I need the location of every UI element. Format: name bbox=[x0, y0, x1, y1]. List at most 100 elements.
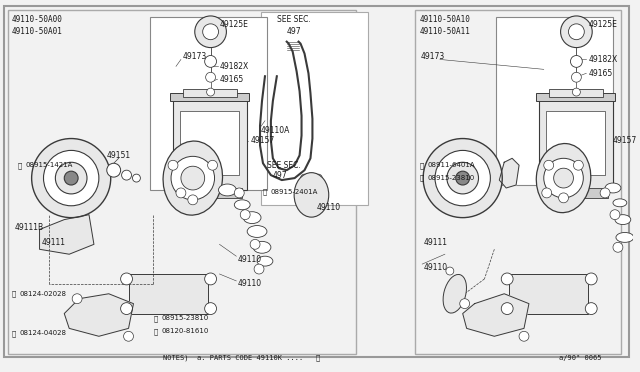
Circle shape bbox=[447, 162, 479, 194]
Circle shape bbox=[600, 188, 610, 198]
Text: 49110-50A10: 49110-50A10 bbox=[419, 15, 470, 25]
Circle shape bbox=[568, 24, 584, 40]
Text: 49165: 49165 bbox=[220, 75, 244, 84]
Circle shape bbox=[205, 273, 216, 285]
Text: 49110: 49110 bbox=[237, 279, 261, 288]
Text: 49173: 49173 bbox=[183, 52, 207, 61]
Text: 49125E: 49125E bbox=[588, 20, 617, 29]
Circle shape bbox=[314, 174, 323, 182]
Circle shape bbox=[205, 72, 216, 82]
Text: Ⓑ: Ⓑ bbox=[12, 291, 16, 297]
Text: Ⓝ: Ⓝ bbox=[419, 162, 424, 169]
Text: Ⓥ: Ⓥ bbox=[18, 162, 22, 169]
Ellipse shape bbox=[605, 183, 621, 193]
Text: SEE SEC.: SEE SEC. bbox=[277, 15, 310, 25]
Circle shape bbox=[207, 160, 218, 170]
Circle shape bbox=[124, 331, 134, 341]
Text: 49151: 49151 bbox=[107, 151, 131, 160]
Ellipse shape bbox=[294, 173, 329, 217]
Text: 08915-23810: 08915-23810 bbox=[161, 315, 209, 321]
Bar bbox=[261, 12, 368, 205]
Bar bbox=[496, 17, 613, 185]
Text: 49173: 49173 bbox=[420, 52, 444, 61]
Circle shape bbox=[207, 88, 214, 96]
Circle shape bbox=[519, 331, 529, 341]
Text: ⓜ: ⓜ bbox=[419, 175, 424, 182]
Text: 08915-23810: 08915-23810 bbox=[427, 175, 474, 181]
Bar bbox=[178, 188, 242, 198]
Bar bbox=[8, 10, 356, 354]
Circle shape bbox=[107, 163, 120, 177]
Circle shape bbox=[613, 242, 623, 252]
Text: 08124-04028: 08124-04028 bbox=[20, 330, 67, 336]
Text: 49110: 49110 bbox=[316, 203, 340, 212]
Bar bbox=[546, 111, 605, 175]
Text: ⓜ: ⓜ bbox=[263, 189, 268, 195]
Circle shape bbox=[301, 185, 321, 205]
Text: 08120-81610: 08120-81610 bbox=[161, 328, 209, 334]
Circle shape bbox=[572, 88, 580, 96]
Circle shape bbox=[544, 158, 583, 198]
Circle shape bbox=[460, 299, 470, 309]
Circle shape bbox=[181, 166, 205, 190]
Text: 08911-6401A: 08911-6401A bbox=[427, 162, 475, 168]
Circle shape bbox=[559, 193, 568, 203]
Bar bbox=[509, 274, 588, 314]
Circle shape bbox=[205, 303, 216, 315]
Text: 49110-50A01: 49110-50A01 bbox=[12, 27, 63, 36]
Circle shape bbox=[501, 273, 513, 285]
Circle shape bbox=[44, 150, 99, 206]
Circle shape bbox=[122, 170, 131, 180]
Bar bbox=[536, 93, 615, 101]
Circle shape bbox=[176, 188, 186, 198]
Bar bbox=[180, 111, 239, 175]
Text: 49111: 49111 bbox=[423, 238, 447, 247]
Text: Ⓑ: Ⓑ bbox=[153, 328, 157, 335]
Text: 49110A: 49110A bbox=[261, 126, 291, 135]
Circle shape bbox=[570, 55, 582, 67]
Ellipse shape bbox=[234, 200, 250, 210]
Circle shape bbox=[572, 72, 581, 82]
Circle shape bbox=[188, 195, 198, 205]
Text: 49110: 49110 bbox=[237, 255, 261, 264]
Text: 49125E: 49125E bbox=[220, 20, 248, 29]
Bar bbox=[173, 96, 247, 190]
Text: 08915-2401A: 08915-2401A bbox=[271, 189, 318, 195]
Bar bbox=[415, 10, 621, 354]
Ellipse shape bbox=[616, 232, 634, 242]
Text: 49182X: 49182X bbox=[220, 62, 249, 71]
Polygon shape bbox=[463, 294, 529, 336]
Ellipse shape bbox=[613, 199, 627, 207]
Circle shape bbox=[195, 16, 227, 48]
Circle shape bbox=[544, 160, 554, 170]
Text: 49110: 49110 bbox=[423, 263, 447, 272]
Bar bbox=[129, 274, 207, 314]
Text: 08915-1421A: 08915-1421A bbox=[26, 162, 73, 168]
Text: SEE SEC.: SEE SEC. bbox=[267, 161, 301, 170]
Ellipse shape bbox=[257, 256, 273, 266]
Circle shape bbox=[561, 16, 592, 48]
Circle shape bbox=[56, 162, 87, 194]
Circle shape bbox=[171, 156, 214, 200]
Text: 49111: 49111 bbox=[42, 238, 65, 247]
Bar bbox=[539, 96, 613, 190]
Circle shape bbox=[423, 138, 502, 218]
Text: NOTES)  a. PARTS CODE 49110K ....   ⓐ: NOTES) a. PARTS CODE 49110K .... ⓐ bbox=[163, 355, 321, 361]
Circle shape bbox=[31, 138, 111, 218]
Text: 49157: 49157 bbox=[613, 136, 637, 145]
Ellipse shape bbox=[615, 215, 631, 225]
Text: ⓜ: ⓜ bbox=[153, 315, 157, 322]
Circle shape bbox=[554, 168, 573, 188]
Polygon shape bbox=[499, 158, 519, 188]
Circle shape bbox=[573, 160, 583, 170]
Bar bbox=[150, 17, 267, 190]
Bar bbox=[544, 188, 608, 198]
Ellipse shape bbox=[218, 184, 236, 196]
Circle shape bbox=[586, 273, 597, 285]
Ellipse shape bbox=[536, 144, 591, 213]
Bar bbox=[548, 89, 603, 97]
Polygon shape bbox=[64, 294, 134, 336]
Ellipse shape bbox=[243, 212, 261, 224]
Circle shape bbox=[501, 303, 513, 315]
Circle shape bbox=[168, 160, 178, 170]
